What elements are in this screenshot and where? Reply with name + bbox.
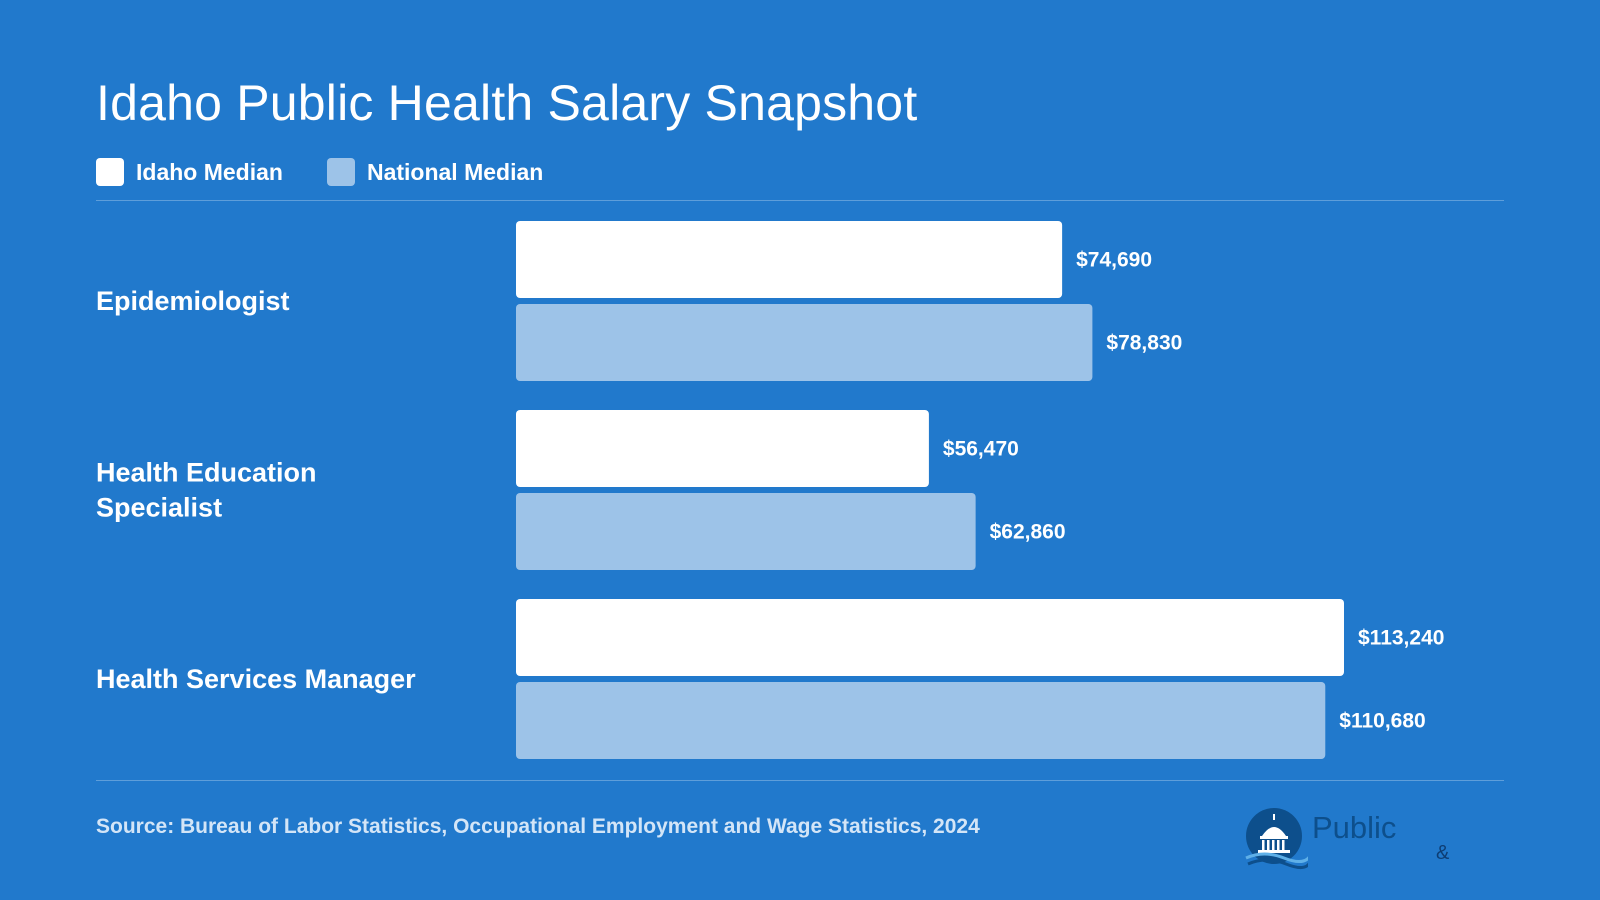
legend-label-national: National Median <box>366 158 544 185</box>
legend-swatch-idaho <box>96 158 124 186</box>
category-label: Health Services Manager <box>96 664 416 694</box>
logo-ampersand: & <box>1436 842 1450 864</box>
data-label: $110,680 <box>1339 710 1425 733</box>
bar-national <box>516 304 1093 381</box>
data-label: $56,470 <box>943 438 1019 461</box>
chart-title: Idaho Public Health Salary Snapshot <box>96 75 918 131</box>
bar-idaho <box>516 410 929 487</box>
data-label: $62,860 <box>990 521 1066 544</box>
category-label: Epidemiologist <box>96 286 290 316</box>
top-divider <box>96 200 1504 201</box>
legend: Idaho Median National Median <box>96 158 543 186</box>
source-note: Source: Bureau of Labor Statistics, Occu… <box>96 815 980 838</box>
bar-national <box>516 682 1326 759</box>
publisher-logo[interactable]: Public & <box>1244 806 1504 876</box>
data-label: $113,240 <box>1358 627 1444 650</box>
legend-item-national: National Median <box>326 158 544 186</box>
category-label: Health Education <box>96 458 317 488</box>
bar-idaho <box>516 599 1344 676</box>
capitol-logo-icon <box>1245 808 1312 869</box>
legend-label-idaho: Idaho Median <box>136 158 283 185</box>
data-label: $78,830 <box>1106 332 1182 355</box>
logo-text: Public <box>1312 810 1397 845</box>
data-label: $74,690 <box>1076 249 1152 272</box>
legend-item-idaho: Idaho Median <box>96 158 283 186</box>
legend-swatch-national <box>326 158 355 186</box>
bar-idaho <box>516 221 1063 298</box>
bottom-divider <box>96 780 1504 781</box>
category-label: Specialist <box>96 493 222 523</box>
bar-national <box>516 493 976 570</box>
